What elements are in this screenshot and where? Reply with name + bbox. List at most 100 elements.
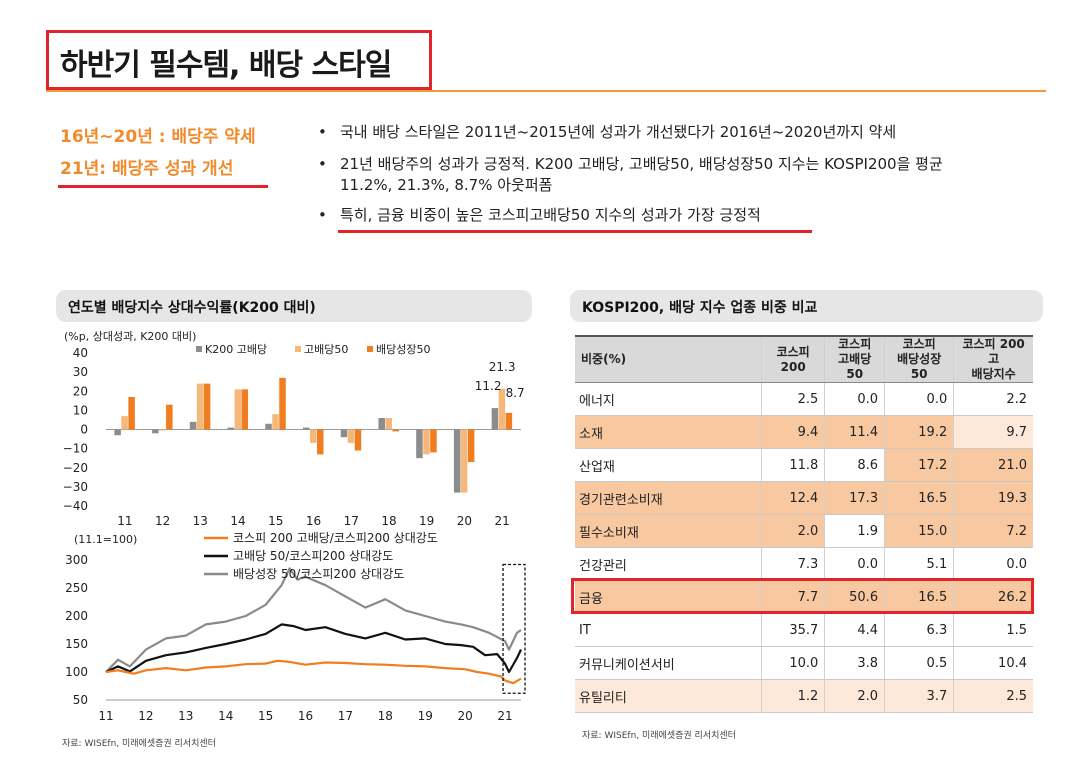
bar-K200 고배당 (416, 429, 423, 459)
table-cell: 2.2 (953, 382, 1033, 416)
row-label: 건강관리 (575, 547, 762, 581)
table-row: 유틸리티 1.2 2.0 3.7 2.5 (575, 679, 1033, 713)
col-header: 비중(%) (575, 335, 762, 383)
table-cell: 19.2 (884, 415, 954, 449)
table-row: 필수소비재 2.0 1.9 15.0 7.2 (575, 514, 1033, 548)
bar-K200 고배당 (303, 427, 310, 430)
table-cell: 17.3 (824, 481, 885, 515)
table-cell: 8.6 (824, 448, 885, 482)
bar-K200 고배당 (491, 408, 499, 430)
table-header-row: 비중(%) 코스피200 코스피 고배당 50 코스피 배당성장 50 코스피 20… (575, 335, 1033, 383)
bullet-dot-icon: • (318, 123, 327, 141)
right-source-note: 자료: WISEfn, 미래에셋증권 리서치센터 (582, 731, 736, 741)
bullet-3-underline (338, 230, 812, 233)
row-label: 소재 (575, 415, 762, 449)
table-cell: 4.4 (824, 613, 885, 647)
bar-고배당50 (272, 414, 279, 430)
bar-K200 고배당 (453, 429, 461, 493)
bar-xtick-label: 15 (268, 514, 283, 528)
side-summary-line1: 16년~20년 : 배당주 약세 (60, 127, 256, 147)
bullet-dot-icon: • (318, 155, 327, 173)
col-header: 코스피200 (760, 335, 825, 383)
table-cell: 17.2 (884, 448, 954, 482)
title-divider (46, 90, 1046, 92)
bar-배당성장50 (354, 429, 362, 451)
series-line-코스피 200 고배당/코스피200 상대강도 (105, 659, 522, 685)
table-cell: 50.6 (824, 580, 885, 614)
bar-chart-ylabel: (%p, 상대성과, K200 대비) (64, 330, 196, 343)
legend-label: K200 고배당 (205, 343, 267, 356)
table-cell: 2.0 (760, 514, 825, 548)
row-label: 경기관련소비재 (575, 481, 762, 515)
bar-xtick-label: 14 (230, 514, 245, 528)
bar-고배당50 (460, 429, 468, 493)
bar-ytick-label: −20 (63, 461, 88, 475)
table-cell: 2.5 (760, 382, 825, 416)
bar-xtick-label: 17 (344, 514, 359, 528)
bullet-1-text: 국내 배당 스타일은 2011년~2015년에 성과가 개선됐다가 2016년~… (340, 123, 897, 141)
table-row: 금융 7.7 50.6 16.5 26.2 (575, 580, 1033, 614)
bar-고배당50 (159, 429, 166, 431)
table-cell: 6.3 (884, 613, 954, 647)
bar-ytick-label: 20 (73, 384, 88, 398)
bar-배당성장50 (467, 429, 475, 463)
table-cell: 15.0 (884, 514, 954, 548)
finance-row-highlight (571, 578, 1034, 614)
table-row: 소재 9.4 11.4 19.2 9.7 (575, 415, 1033, 449)
bar-고배당50 (347, 429, 355, 443)
bar-배당성장50 (505, 412, 513, 430)
line-xtick-label: 15 (258, 709, 273, 723)
table-cell: 9.4 (760, 415, 825, 449)
legend-label: 코스피 200 고배당/코스피200 상대강도 (233, 531, 438, 545)
table-cell: 0.0 (824, 382, 885, 416)
table-cell: 11.8 (760, 448, 825, 482)
table-cell: 16.5 (884, 481, 954, 515)
bar-ytick-label: −10 (63, 442, 88, 456)
col-header: 코스피 200 고 배당지수 (953, 335, 1033, 383)
left-panel-title: 연도별 배당지수 상대수익률(K200 대비) (56, 290, 532, 322)
table-cell: 10.0 (760, 646, 825, 680)
line-xtick-label: 11 (98, 709, 113, 723)
bar-배당성장50 (430, 429, 437, 453)
bar-고배당50 (121, 416, 128, 430)
table-cell: 5.1 (884, 547, 954, 581)
bar-K200 고배당 (378, 418, 385, 430)
bar-고배당50 (310, 429, 317, 443)
annotation-21.3: 21.3 (489, 360, 516, 374)
bar-고배당50 (423, 429, 430, 455)
line-ytick-label: 50 (73, 693, 88, 707)
row-label: 커뮤니케이션서비 (575, 646, 762, 680)
line-xtick-label: 21 (497, 709, 512, 723)
legend-label: 배당성장 50/코스피200 상대강도 (233, 567, 404, 581)
annotation-8.7: 8.7 (506, 386, 525, 400)
bullet-2-text: 21년 배당주의 성과가 긍정적. K200 고배당, 고배당50, 배당성장5… (340, 154, 943, 196)
bar-ytick-label: −40 (63, 499, 88, 513)
table-cell: 11.4 (824, 415, 885, 449)
table-cell: 21.0 (953, 448, 1033, 482)
line-xtick-label: 12 (138, 709, 153, 723)
bar-xtick-label: 19 (419, 514, 434, 528)
bar-고배당50 (196, 383, 204, 430)
col-header: 코스피 배당성장 50 (884, 335, 954, 383)
table-cell: 0.5 (884, 646, 954, 680)
bullet-2-line1: 21년 배당주의 성과가 긍정적. K200 고배당, 고배당50, 배당성장5… (340, 155, 943, 173)
line-ytick-label: 200 (65, 609, 88, 623)
bar-K200 고배당 (227, 427, 235, 430)
table-cell: 10.4 (953, 646, 1033, 680)
table-row: 커뮤니케이션서비 10.0 3.8 0.5 10.4 (575, 646, 1033, 680)
bar-ytick-label: 0 (80, 423, 88, 437)
table-cell: 3.8 (824, 646, 885, 680)
bar-K200 고배당 (265, 423, 272, 430)
bar-고배당50 (234, 389, 242, 430)
bar-xtick-label: 16 (306, 514, 321, 528)
series-line-고배당 50/코스피200 상대강도 (105, 623, 522, 674)
left-source-note: 자료: WISEfn, 미래에셋증권 리서치센터 (62, 739, 216, 749)
legend-swatch (196, 346, 202, 352)
bar-xtick-label: 12 (155, 514, 170, 528)
line-ytick-label: 150 (65, 637, 88, 651)
table-cell: 19.3 (953, 481, 1033, 515)
table-row: 에너지 2.5 0.0 0.0 2.2 (575, 382, 1033, 416)
table-cell: 0.0 (884, 382, 954, 416)
table-cell: 35.7 (760, 613, 825, 647)
bullet-2-line2: 11.2%, 21.3%, 8.7% 아웃퍼폼 (340, 176, 553, 194)
